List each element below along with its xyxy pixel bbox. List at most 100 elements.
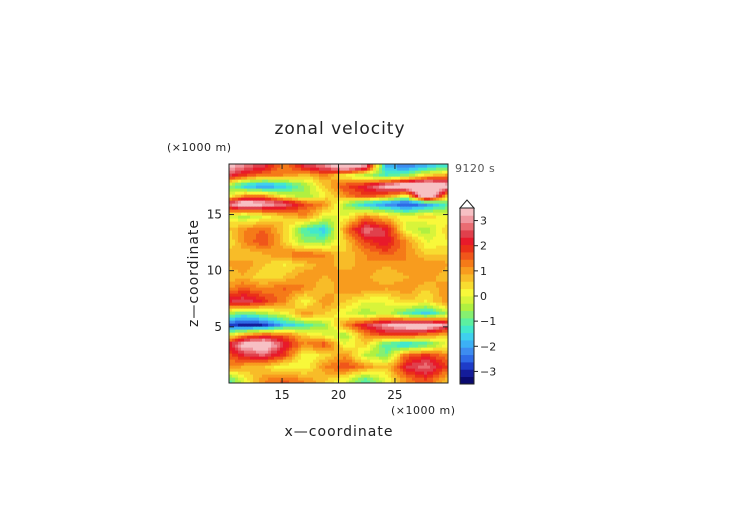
heatmap-cell — [433, 182, 437, 186]
heatmap-cell — [424, 353, 428, 357]
heatmap-cell — [253, 329, 257, 333]
heatmap-cell — [382, 371, 386, 375]
heatmap-cell — [322, 221, 326, 225]
heatmap-cell — [310, 365, 314, 369]
heatmap-cell — [295, 341, 299, 345]
heatmap-cell — [370, 197, 374, 201]
heatmap-cell — [427, 335, 431, 339]
heatmap-cell — [439, 194, 443, 198]
heatmap-cell — [406, 260, 410, 264]
heatmap-cell — [307, 254, 311, 258]
heatmap-cell — [295, 311, 299, 315]
heatmap-cell — [400, 233, 404, 237]
heatmap-cell — [403, 305, 407, 309]
heatmap-cell — [235, 191, 239, 195]
heatmap-cell — [298, 182, 302, 186]
heatmap-cell — [349, 326, 353, 330]
heatmap-cell — [376, 308, 380, 312]
heatmap-cell — [235, 338, 239, 342]
heatmap-cell — [331, 191, 335, 195]
heatmap-cell — [289, 179, 293, 183]
heatmap-cell — [343, 368, 347, 372]
heatmap-cell — [313, 218, 317, 222]
heatmap-cell — [265, 221, 269, 225]
heatmap-cell — [301, 302, 305, 306]
heatmap-cell — [361, 269, 365, 273]
heatmap-cell — [319, 248, 323, 252]
heatmap-cell — [325, 200, 329, 204]
heatmap-cell — [253, 344, 257, 348]
heatmap-cell — [232, 278, 236, 282]
heatmap-cell — [301, 176, 305, 180]
heatmap-cell — [385, 305, 389, 309]
heatmap-cell — [373, 182, 377, 186]
heatmap-cell — [283, 257, 287, 261]
heatmap-cell — [367, 254, 371, 258]
heatmap-cell — [385, 380, 389, 383]
heatmap-cell — [352, 281, 356, 285]
heatmap-cell — [358, 245, 362, 249]
heatmap-cell — [442, 302, 446, 306]
heatmap-cell — [355, 278, 359, 282]
heatmap-cell — [235, 203, 239, 207]
heatmap-cell — [289, 329, 293, 333]
heatmap-cell — [430, 374, 434, 378]
heatmap-cell — [358, 380, 362, 383]
heatmap-cell — [295, 179, 299, 183]
heatmap-cell — [325, 269, 329, 273]
heatmap-cell — [400, 254, 404, 258]
heatmap-cell — [256, 308, 260, 312]
heatmap-cell — [397, 275, 401, 279]
heatmap-cell — [319, 284, 323, 288]
heatmap-cell — [262, 299, 266, 303]
heatmap-cell — [400, 308, 404, 312]
heatmap-cell — [376, 242, 380, 246]
heatmap-cell — [367, 188, 371, 192]
heatmap-cell — [313, 311, 317, 315]
heatmap-cell — [349, 356, 353, 360]
heatmap-cell — [424, 251, 428, 255]
heatmap-cell — [430, 218, 434, 222]
heatmap-cell — [349, 329, 353, 333]
heatmap-cell — [343, 239, 347, 243]
heatmap-cell — [235, 176, 239, 180]
heatmap-cell — [262, 335, 266, 339]
heatmap-cell — [382, 191, 386, 195]
heatmap-cell — [445, 182, 448, 186]
heatmap-cell — [391, 233, 395, 237]
heatmap-cell — [301, 356, 305, 360]
heatmap-cell — [442, 347, 446, 351]
heatmap-cell — [325, 374, 329, 378]
heatmap-cell — [331, 215, 335, 219]
heatmap-cell — [394, 197, 398, 201]
heatmap-cell — [280, 260, 284, 264]
heatmap-cell — [325, 308, 329, 312]
heatmap-cell — [442, 326, 446, 330]
heatmap-cell — [244, 374, 248, 378]
heatmap-cell — [274, 320, 278, 324]
heatmap-cell — [286, 254, 290, 258]
heatmap-cell — [259, 182, 263, 186]
heatmap-cell — [388, 230, 392, 234]
heatmap-cell — [388, 215, 392, 219]
heatmap-cell — [319, 185, 323, 189]
heatmap-cell — [361, 239, 365, 243]
heatmap-cell — [358, 356, 362, 360]
heatmap-cell — [328, 248, 332, 252]
heatmap-cell — [382, 239, 386, 243]
heatmap-cell — [403, 353, 407, 357]
heatmap-cell — [412, 236, 416, 240]
heatmap-cell — [277, 266, 281, 270]
heatmap-cell — [409, 251, 413, 255]
heatmap-cell — [328, 188, 332, 192]
heatmap-cell — [370, 308, 374, 312]
heatmap-cell — [373, 368, 377, 372]
heatmap-cell — [235, 284, 239, 288]
heatmap-cell — [325, 254, 329, 258]
heatmap-cell — [301, 299, 305, 303]
heatmap-cell — [256, 329, 260, 333]
heatmap-cell — [427, 350, 431, 354]
heatmap-cell — [406, 368, 410, 372]
heatmap-cell — [277, 317, 281, 321]
heatmap-cell — [289, 227, 293, 231]
